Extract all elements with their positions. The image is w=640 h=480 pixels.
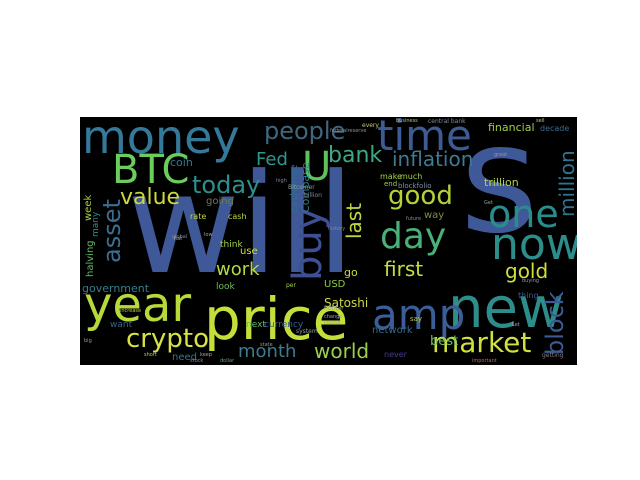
word-future: future <box>406 216 422 222</box>
word-need: need <box>172 352 197 363</box>
word-high: high <box>276 178 287 184</box>
word-look: look <box>216 282 235 292</box>
word-many: many <box>91 211 101 237</box>
word-now: now <box>491 219 577 270</box>
word-people: people <box>264 117 346 145</box>
word-want: want <box>110 320 133 330</box>
word-block: block <box>541 291 569 355</box>
word-time: time <box>377 117 472 160</box>
word-good: good <box>388 181 453 211</box>
word-value: value <box>120 185 181 210</box>
word-price: price <box>204 285 349 353</box>
word-make: make <box>380 172 402 181</box>
word-crypto: crypto <box>126 324 209 354</box>
word-say: say <box>410 315 423 323</box>
word-fed: Fed <box>256 149 288 170</box>
word-stock: stock <box>190 358 204 364</box>
word-change: change <box>324 314 343 320</box>
word-decade: decade <box>540 124 570 133</box>
word-getting: getting <box>542 352 564 359</box>
word-billion: billion <box>304 192 322 199</box>
word-government: government <box>82 282 150 295</box>
word-buying: buying <box>522 278 540 284</box>
word-short: short <box>144 352 157 358</box>
word-hodler: HODLer <box>324 306 344 312</box>
word-system: system <box>296 328 318 335</box>
word-usd: USD <box>324 279 346 290</box>
word-important: important <box>472 358 497 364</box>
word-let: Let <box>512 322 520 328</box>
word-end: end <box>384 180 398 188</box>
word-going: going <box>206 196 234 207</box>
word-business: business <box>396 118 418 124</box>
word-low: low <box>204 232 213 238</box>
word-network: network <box>372 325 413 336</box>
word-will: will <box>127 144 355 305</box>
word-use: use <box>240 246 258 257</box>
word-amp: amp <box>372 290 466 339</box>
word-new: new <box>448 276 564 341</box>
word-halving: halving <box>85 240 96 277</box>
word-get: Get <box>484 200 493 206</box>
word-keep: keep <box>200 352 213 358</box>
word-way: way <box>424 210 445 221</box>
word-per: per <box>286 282 296 289</box>
word-real: real <box>490 182 500 188</box>
word-million: million <box>555 150 577 217</box>
word-first: first <box>384 257 424 281</box>
word-great: great <box>494 152 508 158</box>
word-rate: rate <box>190 212 207 221</box>
word-dollar: dollar <box>220 358 235 364</box>
word-cloud: will s money time price year new now amp… <box>80 117 577 365</box>
word-next: next <box>246 320 266 330</box>
word-satoshi: Satoshi <box>324 296 369 310</box>
word-big: big <box>84 338 92 344</box>
word-course: course <box>324 320 341 326</box>
word-coin: coin <box>170 156 193 169</box>
word-s: s <box>460 117 539 267</box>
word-state: state <box>260 342 273 348</box>
word-much: much <box>400 172 423 181</box>
word-market: market <box>432 326 532 359</box>
word-one: one <box>488 192 559 236</box>
word-best: best <box>430 334 459 349</box>
word-buy: buy <box>285 206 331 281</box>
word-financial: financial <box>488 121 535 134</box>
word-global: global <box>172 234 188 240</box>
word-blockfolio: blockfolio <box>398 182 432 190</box>
word-trillion: trillion <box>484 176 519 189</box>
word-bank: bank <box>328 143 383 168</box>
word-bitcoiner: Bitcoiner <box>288 184 315 191</box>
word-cash: cash <box>228 212 247 221</box>
word-u: U <box>302 144 332 190</box>
word-money: money <box>82 117 240 164</box>
word-federalreserve: federalreserve <box>330 128 367 134</box>
word-every: every <box>362 122 379 129</box>
word-central-bank: central bank <box>428 118 466 125</box>
word-work: work <box>216 259 260 280</box>
word-currency: currency <box>264 320 304 330</box>
word-gold: gold <box>505 259 549 283</box>
word-year: year <box>84 277 192 333</box>
word-day: day <box>380 216 447 257</box>
word-last: last <box>342 202 366 239</box>
word-fiat: fiat <box>174 236 183 242</box>
word-today: today <box>192 171 261 199</box>
word-sell: sell <box>536 118 545 124</box>
word-never: never <box>384 350 407 359</box>
word-world: world <box>314 339 370 363</box>
word-increase: increase <box>120 308 142 314</box>
word-go: go <box>344 266 358 279</box>
word-thing: thing <box>518 291 539 300</box>
word-history: history <box>328 226 346 232</box>
word-think: think <box>220 240 243 250</box>
word-month: month <box>238 341 297 362</box>
word-btc: BTC <box>112 147 190 193</box>
word-asset: asset <box>98 199 126 263</box>
word-inflation: inflation <box>392 147 474 171</box>
